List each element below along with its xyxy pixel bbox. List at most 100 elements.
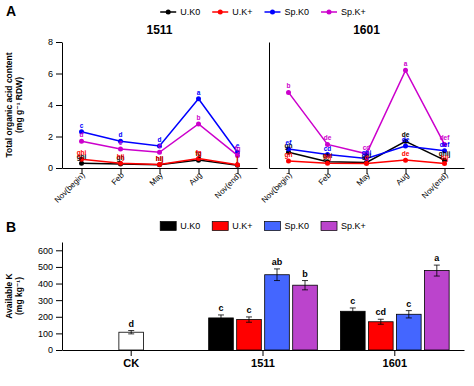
y-axis: 0 2 4 6 8: [48, 37, 63, 173]
error-bar-cap: [246, 322, 252, 323]
error-bar-cap: [302, 280, 308, 281]
error-bar-stem: [277, 269, 278, 281]
tick-label: Feb: [110, 170, 127, 187]
error-bar-stem: [220, 315, 221, 321]
data-label: a: [197, 89, 201, 96]
legend-label: U.K+: [232, 221, 252, 231]
tick-label: 8: [48, 37, 53, 47]
error-bar-cap: [350, 314, 356, 315]
point: [442, 161, 447, 166]
line: [82, 124, 238, 155]
tick: 400: [38, 279, 62, 289]
x-axis: CK15111601: [63, 350, 465, 369]
data-label: hij: [156, 155, 164, 163]
axis-line: [269, 43, 270, 169]
panel-label: A: [6, 3, 16, 19]
tick-mark: [56, 300, 62, 301]
legend-item: Sp.K0: [264, 7, 309, 17]
tick: Nov(begin): [260, 168, 294, 205]
bar: [368, 322, 393, 350]
line: [289, 141, 445, 162]
tick: Aug: [187, 168, 203, 187]
tick: May: [355, 168, 372, 188]
error-bar-cap: [274, 280, 280, 281]
tick-label: 2: [48, 132, 53, 142]
tick: 6: [48, 69, 62, 79]
error-bar-stem: [248, 317, 249, 322]
panel-title: 1511: [146, 23, 172, 37]
tick: 0: [48, 345, 62, 355]
data-label: b: [287, 82, 291, 89]
data-label: b: [302, 269, 308, 279]
tick-label: 1601: [383, 357, 407, 369]
error-bar-stem: [305, 281, 306, 290]
legend-label: Sp.K+: [341, 7, 366, 17]
error-bar-cap: [128, 330, 134, 331]
tick: 8: [48, 37, 62, 47]
tick-label: 0: [48, 345, 53, 355]
tick: 200: [38, 312, 62, 322]
tick-label: Nov(end): [420, 170, 450, 200]
bar: [293, 285, 318, 350]
data-label: d: [80, 131, 84, 138]
y-axis-title-line: (mg kg⁻¹): [14, 277, 24, 315]
point: [157, 162, 162, 167]
tick-label: Aug: [394, 171, 410, 187]
tick-label: 400: [38, 279, 53, 289]
point: [403, 68, 408, 73]
error-bar-cap: [434, 265, 440, 266]
tick: 4: [48, 100, 62, 110]
bar: [237, 320, 262, 350]
bar: [340, 311, 365, 350]
y-axis-title-line: (mg g⁻¹ RDW): [14, 77, 24, 133]
point: [79, 139, 84, 144]
tick-label: May: [355, 171, 372, 188]
tick-label: Nov(begin): [260, 170, 294, 204]
tick: 0: [48, 163, 62, 173]
legend-label: U.K+: [232, 7, 252, 17]
tick-label: 200: [38, 312, 53, 322]
tick: Nov(end): [213, 168, 243, 200]
error-bar-cap: [218, 314, 224, 315]
y-axis-title: Available K(mg kg⁻¹): [4, 272, 24, 318]
legend-label: U.K0: [180, 221, 200, 231]
point: [286, 90, 291, 95]
data-label: fg: [195, 149, 201, 157]
data-label: d: [119, 131, 123, 138]
data-label: d: [128, 319, 134, 329]
point: [325, 161, 330, 166]
legend-label: Sp.K+: [341, 221, 366, 231]
data-label: c: [350, 296, 355, 306]
tick-mark: [263, 350, 264, 356]
error-bar: [350, 308, 356, 315]
tick-mark: [56, 267, 62, 268]
point: [118, 161, 123, 166]
data-label: b: [197, 114, 201, 121]
error-bar-stem: [380, 319, 381, 324]
error-bar-cap: [302, 289, 308, 290]
tick: 2: [48, 132, 62, 142]
tick-label: 1511: [251, 357, 275, 369]
tick-label: 300: [38, 296, 53, 306]
point: [235, 163, 240, 168]
data-label: gh: [285, 151, 293, 159]
error-bar-cap: [274, 268, 280, 269]
point: [157, 162, 162, 167]
tick: Nov(begin): [53, 168, 87, 205]
bar: [396, 314, 421, 350]
panel-title: 1601: [353, 23, 380, 37]
tick-label: Aug: [187, 171, 203, 187]
data-label: de: [402, 136, 410, 143]
legend-item: U.K+: [212, 7, 252, 17]
tick: 1601: [383, 350, 407, 369]
bar: [209, 318, 234, 350]
data-label: ghi: [77, 149, 87, 157]
tick-mark: [56, 250, 62, 251]
tick: Nov(end): [420, 168, 450, 200]
error-bar-cap: [218, 320, 224, 321]
tick: 600: [38, 246, 62, 256]
legend-label: Sp.K0: [284, 7, 309, 17]
error-bar: [246, 317, 252, 322]
legend-marker: [218, 10, 223, 15]
legend-swatch: [160, 222, 176, 231]
